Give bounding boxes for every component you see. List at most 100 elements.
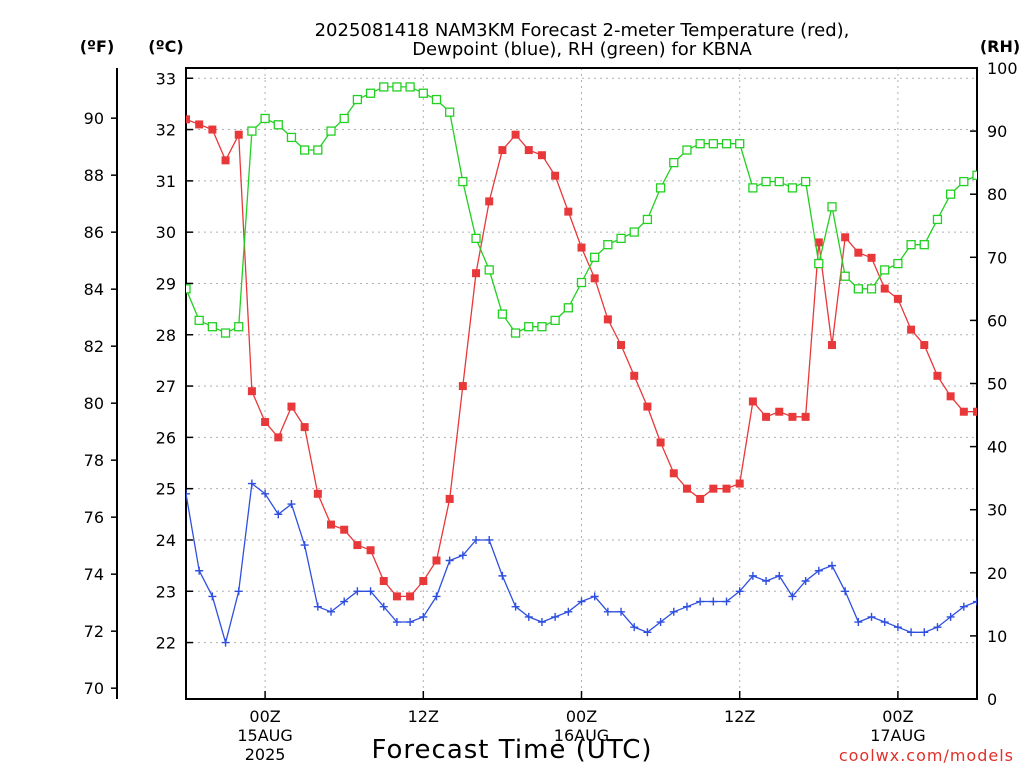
dewpoint-point (893, 623, 902, 632)
dewpoint-point (221, 638, 230, 647)
2-meter-temperature-point (472, 269, 481, 278)
2-meter-temperature-point (603, 315, 612, 324)
dewpoint-point (590, 592, 599, 601)
dewpoint-point (735, 587, 744, 596)
rh-point (774, 176, 784, 187)
2-meter-temperature-point (590, 274, 599, 283)
rh-tick-label: 30 (987, 501, 1007, 520)
dewpoint-point (801, 577, 810, 586)
rh-point (669, 157, 679, 168)
2-meter-temperature-point (485, 197, 494, 206)
2-meter-temperature-point (379, 577, 388, 586)
dewpoint-point (445, 556, 454, 565)
dewpoint-point (366, 587, 375, 596)
dewpoint-point (814, 566, 823, 575)
celsius-tick-label: 22 (156, 634, 176, 653)
2-meter-temperature-point (827, 341, 836, 350)
dewpoint-point (485, 535, 494, 544)
rh-point (840, 271, 850, 281)
x-tick-label-date: 15AUG (237, 726, 292, 745)
celsius-tick-label: 28 (156, 326, 176, 345)
2-meter-temperature-point (788, 412, 797, 421)
dewpoint-point (458, 551, 467, 560)
dewpoint-point (946, 612, 955, 621)
chart-title-line-2: Dewpoint (blue), RH (green) for KBNA (412, 39, 752, 60)
dewpoint-point (247, 479, 256, 488)
rh-tick-label: 10 (987, 627, 1007, 646)
dewpoint-point (788, 592, 797, 601)
celsius-tick-label: 32 (156, 121, 176, 140)
2-meter-temperature-point (419, 577, 428, 586)
rh-point (247, 126, 257, 136)
rh-point (972, 170, 977, 180)
rh-point (800, 176, 811, 187)
2-meter-temperature-point (458, 382, 467, 391)
x-tick-label-time: 12Z (724, 707, 755, 726)
rh-point (286, 132, 297, 143)
rh-tick-label: 100 (987, 59, 1018, 78)
rh-point (484, 265, 494, 275)
fahrenheit-tick-label: 82 (84, 337, 104, 356)
data-series (186, 82, 977, 647)
rh-point (418, 88, 428, 98)
rh-point (866, 284, 877, 294)
fahrenheit-tick-label: 86 (84, 223, 104, 242)
2-meter-temperature-point (643, 402, 652, 411)
dewpoint-point (186, 489, 190, 498)
rh-point (194, 315, 204, 326)
2-meter-temperature-point (880, 284, 889, 293)
rh-point (748, 183, 758, 193)
dewpoint-point (551, 612, 560, 621)
dewpoint-point (419, 612, 428, 621)
rh-point (326, 126, 336, 136)
x-tick-label-time: 00Z (249, 707, 280, 726)
rh-point (313, 145, 323, 155)
celsius-tick-label: 31 (156, 172, 176, 191)
2-meter-temperature-point (722, 484, 731, 493)
dewpoint-point (353, 587, 362, 596)
fahrenheit-tick-label: 74 (84, 565, 104, 584)
2-meter-temperature-point (392, 592, 401, 601)
dewpoint-point (564, 607, 573, 616)
dewpoint-point (709, 597, 718, 606)
rh-point (392, 82, 402, 92)
rh-point (735, 139, 745, 149)
dewpoint-point (867, 612, 876, 621)
rh-point (524, 322, 534, 332)
dewpoint-point (841, 587, 850, 596)
rh-point (365, 88, 376, 98)
2-meter-temperature-point (709, 484, 718, 493)
2-meter-temperature-point (801, 412, 810, 421)
2-meter-temperature-point (814, 238, 823, 247)
rh-point (655, 183, 666, 193)
2-meter-temperature-point (696, 494, 705, 503)
dewpoint-point (682, 602, 691, 611)
2-meter-temperature-point (498, 146, 507, 155)
2-meter-temperature-point (537, 151, 546, 160)
rh-tick-label: 0 (987, 690, 997, 709)
2-meter-temperature-point (682, 484, 691, 493)
dewpoint-point (775, 571, 784, 580)
2-meter-temperature-point (933, 371, 942, 380)
fahrenheit-tick-label: 78 (84, 451, 104, 470)
2-meter-temperature-point (208, 125, 217, 134)
2-meter-temperature-point (748, 397, 757, 406)
2-meter-temperature-point (340, 525, 349, 534)
rh-unit-label: (RH) (980, 37, 1020, 56)
rh-point (616, 233, 626, 244)
dewpoint-series (186, 479, 977, 647)
fahrenheit-tick-label: 80 (84, 394, 104, 413)
dewpoint-point (722, 597, 731, 606)
2-meter-temperature-point (186, 115, 190, 124)
2-meter-temperature-point (353, 541, 362, 550)
rh-tick-label: 90 (987, 122, 1007, 141)
dewpoint-point (669, 607, 678, 616)
dewpoint-point (208, 592, 217, 601)
rh-point (695, 139, 705, 149)
rh-point (814, 258, 824, 269)
2-meter-temperature-point (247, 387, 256, 396)
dewpoint-point (392, 618, 401, 627)
2-meter-temperature-point (617, 341, 626, 350)
